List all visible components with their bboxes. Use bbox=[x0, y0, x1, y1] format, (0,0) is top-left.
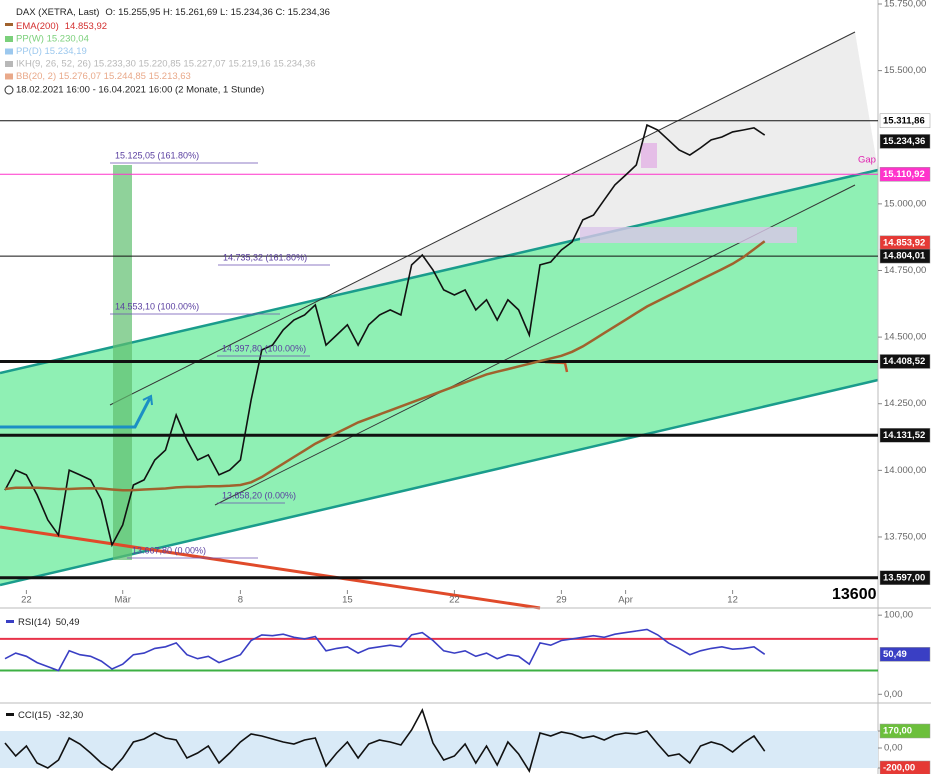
level-label: 14.131,52 bbox=[883, 430, 925, 441]
level-label-box bbox=[879, 354, 931, 369]
level-label: 15.234,36 bbox=[883, 136, 925, 147]
x-tick-label: Mär bbox=[115, 595, 131, 606]
level-label-box bbox=[879, 248, 931, 264]
y-tick-label: 15.750,00 bbox=[884, 0, 926, 10]
y-tick-label: 14.750,00 bbox=[884, 265, 926, 276]
fib-label: 13.667,80 (0.00%) bbox=[132, 545, 206, 555]
y-tick-label: 170,00 bbox=[883, 726, 912, 737]
legend-swatch bbox=[5, 23, 13, 26]
annotation: 13600 bbox=[832, 586, 877, 603]
last-value: 14.853,92 bbox=[65, 21, 107, 32]
series-name: EMA(200) bbox=[16, 21, 59, 32]
last-value: 50,49 bbox=[56, 617, 80, 628]
legend-line: CCI(15) -32,30 bbox=[18, 710, 83, 721]
level-label-box bbox=[879, 428, 931, 443]
legend-line: BB(20, 2) 15.276,07 15.244,85 15.213,63 bbox=[16, 71, 191, 82]
trend-channel bbox=[0, 170, 878, 585]
x-tick-label: 29 bbox=[556, 595, 567, 606]
legend-swatch bbox=[6, 620, 14, 623]
y-tick-label: 14.500,00 bbox=[884, 332, 926, 343]
current-value-box bbox=[879, 647, 931, 662]
level-label: 15.311,86 bbox=[883, 115, 925, 126]
y-tick-label: 100,00 bbox=[884, 610, 913, 621]
y-tick-label: 14.250,00 bbox=[884, 398, 926, 409]
x-tick-label: 22 bbox=[449, 595, 460, 606]
level-label-box bbox=[879, 113, 931, 129]
y-tick-label: 0,00 bbox=[884, 689, 903, 700]
x-tick-label: 22 bbox=[21, 595, 32, 606]
y-tick-label: -200,00 bbox=[883, 763, 915, 774]
legend-swatch bbox=[6, 713, 14, 716]
fib-label: 14.553,10 (100.00%) bbox=[115, 301, 199, 311]
legend-swatch bbox=[5, 61, 13, 67]
series-line bbox=[4, 707, 766, 773]
fib-label: 13.858,20 (0.00%) bbox=[222, 490, 296, 500]
y-tick-label: 0,00 bbox=[884, 743, 903, 754]
x-tick-label: 8 bbox=[238, 595, 243, 606]
x-tick-label: 15 bbox=[342, 595, 353, 606]
level-label: 13.597,00 bbox=[883, 572, 925, 583]
legend-swatch bbox=[5, 73, 13, 80]
series-line bbox=[4, 240, 766, 492]
legend-line: DAX (XETRA, Last) O: 15.255,95 H: 15.261,… bbox=[16, 7, 330, 18]
down-trend bbox=[0, 525, 541, 610]
upper-line bbox=[109, 31, 856, 406]
arrow bbox=[0, 397, 152, 429]
gap-label: Gap bbox=[858, 155, 876, 166]
series-name: DAX (XETRA, Last) bbox=[16, 7, 99, 18]
period: 18.02.2021 16:00 - 16.04.2021 16:00 (2 M… bbox=[16, 85, 264, 96]
gap-zone bbox=[641, 143, 657, 168]
fib-label: 14.735,32 (161.80%) bbox=[223, 252, 307, 262]
level-label: 15.110,92 bbox=[883, 169, 925, 180]
fib-label: 15.125,05 (161.80%) bbox=[115, 150, 199, 160]
level-label: 14.804,01 bbox=[883, 251, 926, 262]
series-line bbox=[4, 123, 766, 548]
legend-line: RSI(14) 50,49 bbox=[18, 617, 80, 628]
legend-line: PP(W) 15.230,04 bbox=[16, 34, 89, 45]
arrow-head bbox=[142, 394, 153, 406]
y-tick-label: 15.000,00 bbox=[884, 198, 926, 209]
y-tick-label: 13.750,00 bbox=[884, 531, 926, 542]
legend-line: PP(D) 15.234,19 bbox=[16, 46, 87, 57]
last-value: -32,30 bbox=[56, 710, 83, 721]
ohlc: O: 15.255,95 H: 15.261,69 L: 15.234,36 C… bbox=[105, 7, 329, 18]
legend-swatch bbox=[5, 36, 13, 42]
channel-bottom bbox=[0, 378, 879, 587]
channel-top bbox=[0, 168, 879, 375]
level-label-box bbox=[879, 167, 931, 182]
fib-label: 14.397,80 (100.00%) bbox=[222, 343, 306, 353]
y-tick-label-box bbox=[879, 760, 931, 774]
y-tick-label: 14.000,00 bbox=[884, 465, 926, 476]
legend-line: EMA(200) 14.853,92 bbox=[16, 21, 107, 32]
band bbox=[0, 731, 878, 768]
current-value: 50,49 bbox=[883, 649, 907, 660]
gap-zone bbox=[580, 227, 797, 243]
series-name: RSI(14) bbox=[18, 617, 51, 628]
x-tick-label: 12 bbox=[727, 595, 738, 606]
series-name: CCI(15) bbox=[18, 710, 51, 721]
level-label-box bbox=[879, 134, 931, 149]
level-label: 14.408,52 bbox=[883, 356, 925, 367]
legend-swatch bbox=[5, 48, 13, 55]
clock-icon bbox=[4, 85, 14, 95]
level-label: 14.853,92 bbox=[883, 237, 925, 248]
series-line bbox=[4, 628, 766, 672]
legend-line: IKH(9, 26, 52, 26) 15.233,30 15.220,85 1… bbox=[16, 59, 316, 70]
x-tick-label: Apr bbox=[618, 595, 633, 606]
y-tick-label-box bbox=[879, 723, 931, 739]
level-label-box bbox=[879, 570, 931, 585]
y-tick-label: 15.500,00 bbox=[884, 65, 926, 76]
